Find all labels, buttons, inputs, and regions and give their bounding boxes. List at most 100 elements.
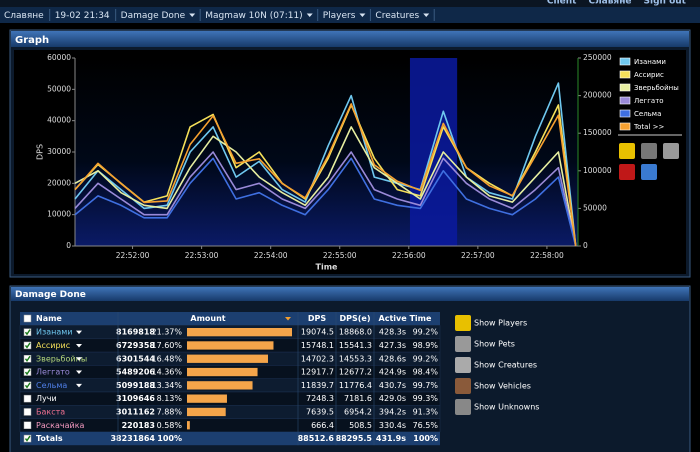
- cell: 8.13%: [157, 394, 183, 403]
- cell: 8169818: [116, 328, 155, 337]
- y-tick-label: 10000: [47, 210, 71, 219]
- x-tick-label: 22:58:00: [530, 251, 564, 260]
- checkbox[interactable]: [23, 421, 32, 429]
- cell: 98.4%: [413, 368, 439, 377]
- nav-item[interactable]: 19-02 21:34: [55, 11, 110, 21]
- cell: 428.3s: [379, 328, 406, 337]
- series-line: [74, 104, 577, 247]
- nav-bar: [0, 7, 700, 23]
- nav-item[interactable]: Damage Done: [121, 11, 186, 21]
- cell[interactable]: Зверьбойны: [36, 354, 87, 363]
- x-tick-label: 22:57:00: [461, 251, 495, 260]
- x-axis-label: Time: [316, 263, 339, 272]
- legend-swatch: [619, 96, 631, 105]
- top-link[interactable]: Sign out: [644, 0, 687, 7]
- y2-tick-label: 150000: [583, 128, 612, 137]
- view-link[interactable]: Show Pets: [474, 340, 515, 349]
- cell: 12677.2: [339, 368, 372, 377]
- y-tick-label: 30000: [47, 147, 71, 156]
- nav-item[interactable]: Players: [323, 11, 356, 21]
- graph-header: [11, 31, 689, 47]
- checkmark: [24, 382, 31, 389]
- top-strip: [0, 0, 700, 7]
- checkbox[interactable]: [23, 408, 32, 416]
- amount-bar: [187, 341, 274, 350]
- top-link[interactable]: Славяне: [588, 0, 631, 7]
- column-header[interactable]: Amount: [190, 314, 225, 323]
- dropdown-arrow: [189, 13, 196, 17]
- link-icon[interactable]: [455, 336, 471, 352]
- checkbox[interactable]: [23, 314, 32, 323]
- tool-icon[interactable]: [641, 143, 657, 159]
- cell[interactable]: Ассирис: [36, 341, 70, 350]
- series-line: [74, 126, 577, 247]
- tool-icon[interactable]: [619, 143, 635, 159]
- x-tick-label: 22:53:00: [185, 251, 219, 260]
- series-line: [74, 151, 577, 247]
- damage-header: [11, 287, 689, 301]
- tool-icon[interactable]: [619, 164, 635, 180]
- cell: 13.34%: [151, 381, 182, 390]
- table-row: [19, 391, 441, 406]
- y2-tick-label: 250000: [583, 53, 612, 62]
- dropdown-arrow: [306, 13, 313, 17]
- legend-label: Леггато: [634, 97, 664, 105]
- nav-item[interactable]: Magmaw 10N (07:11): [205, 11, 303, 21]
- link-icon[interactable]: [455, 357, 471, 373]
- column-header[interactable]: DPS(e): [339, 314, 370, 323]
- y-tick-label: 40000: [47, 116, 71, 125]
- column-header[interactable]: Name: [36, 314, 62, 323]
- checkmark: [24, 369, 31, 376]
- link-icon[interactable]: [455, 315, 471, 331]
- cell[interactable]: Сельма: [36, 381, 67, 390]
- totals-row: [20, 431, 440, 446]
- cell[interactable]: Раскачайка: [36, 421, 85, 430]
- amount-bar: [187, 328, 292, 337]
- column-header[interactable]: Active Time: [379, 314, 432, 323]
- nav-item[interactable]: Славяне: [4, 11, 44, 21]
- cell: 21.37%: [151, 328, 182, 337]
- top-link[interactable]: Client: [547, 0, 577, 7]
- tool-icon[interactable]: [663, 143, 679, 159]
- view-link[interactable]: Show Players: [474, 319, 527, 328]
- x-tick-label: 22:55:00: [323, 251, 357, 260]
- x-tick-label: 22:52:00: [116, 251, 150, 260]
- y-tick-label: 0: [66, 241, 71, 250]
- cell: 7.88%: [157, 407, 183, 416]
- y-tick-label: 50000: [47, 84, 71, 93]
- cell: 428.6s: [379, 354, 406, 363]
- y-tick-label: 20000: [47, 178, 71, 187]
- cell: 394.2s: [379, 407, 406, 416]
- link-icon[interactable]: [455, 378, 471, 394]
- dropdown-arrow: [359, 13, 366, 17]
- nav-item[interactable]: Creatures: [375, 11, 419, 21]
- legend-label: Ассирис: [634, 71, 664, 79]
- amount-bar: [187, 367, 258, 377]
- cell: 6954.2: [344, 407, 372, 416]
- amount-bar: [187, 394, 227, 403]
- cell[interactable]: Бакста: [36, 407, 65, 416]
- legend-label[interactable]: Total >>: [633, 123, 664, 131]
- dropdown-arrow: [76, 383, 82, 388]
- cell[interactable]: Лучи: [36, 394, 57, 403]
- cell: 12917.7: [301, 368, 334, 377]
- dropdown-arrow: [76, 370, 82, 375]
- cell[interactable]: Леггато: [36, 368, 70, 377]
- checkmark: [24, 329, 31, 336]
- cell[interactable]: Изанами: [36, 328, 73, 337]
- cell: Totals: [36, 434, 63, 443]
- view-link[interactable]: Show Unknowns: [474, 403, 539, 412]
- amount-bar: [187, 381, 253, 390]
- table-row: [19, 405, 441, 419]
- tool-icon[interactable]: [641, 164, 657, 180]
- legend-swatch: [619, 57, 631, 66]
- cell: 14553.3: [339, 354, 372, 363]
- checkbox[interactable]: [23, 394, 32, 403]
- cell: 100%: [413, 434, 438, 443]
- view-link[interactable]: Show Creatures: [474, 361, 537, 370]
- cell: 7181.6: [344, 394, 372, 403]
- series-line: [74, 82, 577, 247]
- link-icon[interactable]: [455, 399, 471, 415]
- column-header[interactable]: DPS: [308, 314, 327, 323]
- view-link[interactable]: Show Vehicles: [474, 382, 531, 391]
